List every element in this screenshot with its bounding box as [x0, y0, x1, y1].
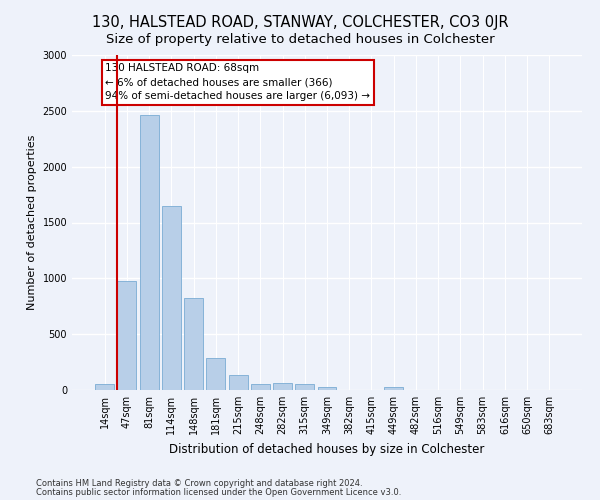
Bar	[251, 384, 270, 390]
Y-axis label: Number of detached properties: Number of detached properties	[27, 135, 37, 310]
Bar	[206, 358, 225, 390]
Text: Contains public sector information licensed under the Open Government Licence v3: Contains public sector information licen…	[36, 488, 401, 497]
Bar	[273, 382, 292, 390]
Bar	[229, 376, 248, 390]
Bar	[162, 206, 181, 390]
Bar	[118, 281, 136, 390]
Bar	[95, 384, 114, 390]
Bar	[295, 384, 314, 390]
Text: Contains HM Land Registry data © Crown copyright and database right 2024.: Contains HM Land Registry data © Crown c…	[36, 479, 362, 488]
Bar	[184, 298, 203, 390]
Text: Size of property relative to detached houses in Colchester: Size of property relative to detached ho…	[106, 32, 494, 46]
X-axis label: Distribution of detached houses by size in Colchester: Distribution of detached houses by size …	[169, 442, 485, 456]
Text: 130, HALSTEAD ROAD, STANWAY, COLCHESTER, CO3 0JR: 130, HALSTEAD ROAD, STANWAY, COLCHESTER,…	[92, 15, 508, 30]
Text: 130 HALSTEAD ROAD: 68sqm
← 6% of detached houses are smaller (366)
94% of semi-d: 130 HALSTEAD ROAD: 68sqm ← 6% of detache…	[105, 64, 370, 102]
Bar	[140, 116, 158, 390]
Bar	[384, 386, 403, 390]
Bar	[317, 387, 337, 390]
